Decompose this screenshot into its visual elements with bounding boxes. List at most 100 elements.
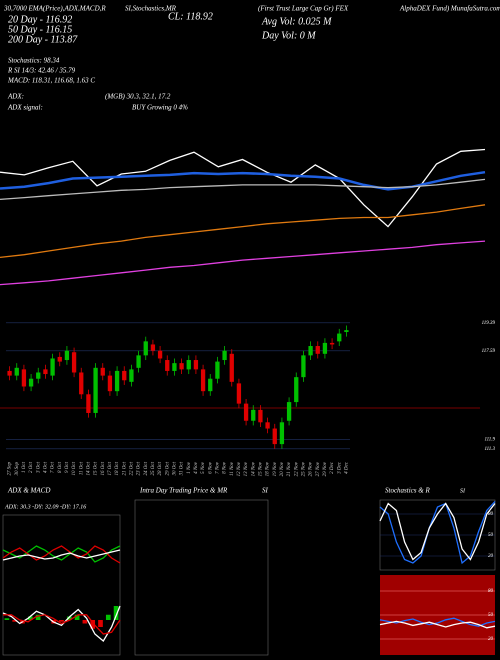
y-tick-label: 111.9 <box>484 438 495 443</box>
candle-body <box>322 342 328 354</box>
series-line <box>0 148 486 228</box>
series-line <box>379 502 496 561</box>
x-tick-label: 4 Oct <box>44 461 49 473</box>
candle-body <box>50 358 55 376</box>
candle-body <box>79 372 84 395</box>
x-tick-label: 14 Oct <box>87 461 92 475</box>
x-tick-label: 14 Nov <box>251 461 256 476</box>
adx-label: ADX: <box>7 93 24 101</box>
rsi: R SI 14/3: 42.46 / 35.79 <box>7 67 76 75</box>
candle-body <box>7 370 12 376</box>
x-tick-label: 15 Oct <box>94 461 99 475</box>
candle-body <box>337 333 342 342</box>
y-tick-label: 80 <box>488 512 494 517</box>
x-tick-label: 7 Oct <box>51 461 56 473</box>
x-tick-label: 29 Nov <box>323 461 328 476</box>
series-line <box>2 549 121 561</box>
histogram-bar <box>113 606 119 620</box>
candle-body <box>14 367 19 376</box>
x-tick-label: 12 Nov <box>237 461 242 476</box>
candle-body <box>136 355 141 368</box>
x-tick-label: 27 Nov <box>316 461 321 476</box>
series-line <box>0 204 486 259</box>
intraday-frame <box>134 499 269 656</box>
candle-body <box>200 369 206 392</box>
candle-body <box>301 355 306 378</box>
x-tick-label: 9 Oct <box>65 461 70 473</box>
candle-body <box>251 409 256 421</box>
candle-body <box>165 360 170 371</box>
candle-body <box>107 375 113 392</box>
candle-body <box>329 342 335 345</box>
candle-body <box>215 361 220 379</box>
candle-body <box>186 360 191 370</box>
x-tick-label: 1 Oct <box>22 461 27 473</box>
candle-body <box>286 402 292 421</box>
histogram-bar <box>35 614 41 620</box>
candle-body <box>294 377 299 403</box>
candle-body <box>122 370 127 381</box>
x-tick-label: 26 Nov <box>309 461 314 476</box>
x-tick-label: 24 Oct <box>144 461 149 475</box>
series-line <box>2 605 121 642</box>
histogram-bar <box>90 620 96 629</box>
x-tick-label: 21 Oct <box>122 461 127 475</box>
candle-body <box>236 383 242 404</box>
site: AlphaDEX Fund) MunafaSutra.com <box>399 5 500 13</box>
candle-body <box>157 350 163 359</box>
close-price: CL: 118.92 <box>168 11 213 22</box>
x-tick-label: 6 Nov <box>208 461 213 474</box>
intraday-si: SI <box>262 487 269 495</box>
macd: MACD: 118.31, 116.68, 1.63 C <box>7 77 95 85</box>
company: (First Trust Large Cap Gr) FEX <box>258 5 349 13</box>
candle-body <box>193 360 199 370</box>
panel-subtitle: ADX: 30.3 -DY: 32.09 -DY: 17.16 <box>4 504 86 510</box>
x-tick-label: 5 Nov <box>201 461 206 474</box>
y-tick-label: 117.59 <box>482 349 496 354</box>
histogram-bar <box>12 620 18 622</box>
candle-body <box>71 352 77 373</box>
candle-body <box>208 378 213 392</box>
histogram-bar <box>105 614 111 620</box>
series-line <box>3 614 121 635</box>
x-tick-label: 30 Oct <box>173 461 178 475</box>
adx-signal: BUY Growing 0 4% <box>132 104 188 112</box>
adx-signal-label: ADX signal: <box>7 104 43 112</box>
adx-values: (MGB) 30.3, 32.1, 17.2 <box>105 93 171 101</box>
candle-body <box>93 367 98 413</box>
candle-body <box>36 372 41 379</box>
candle-body <box>222 350 227 361</box>
x-tick-label: 8 Oct <box>58 461 63 473</box>
candle-body <box>172 363 177 371</box>
panel-subtitle: SI <box>460 488 466 494</box>
x-tick-label: 10 Oct <box>72 461 77 475</box>
legend-entry: 50 Day - 116.15 <box>8 24 72 35</box>
candle-body <box>279 422 285 445</box>
panel-title: ADX & MACD <box>7 487 50 495</box>
x-tick-label: 15 Nov <box>259 461 264 476</box>
x-tick-label: 1 Nov <box>187 461 192 474</box>
histogram-bar <box>59 620 64 622</box>
x-tick-label: 13 Nov <box>244 461 249 476</box>
series-line <box>379 500 496 565</box>
histogram-bar <box>66 616 72 620</box>
candle-body <box>179 363 184 370</box>
x-tick-label: 11 Oct <box>79 461 84 475</box>
legend-entry: 20 Day - 116.92 <box>8 14 72 25</box>
x-tick-label: 27 Sep <box>8 462 13 476</box>
x-tick-label: 18 Oct <box>115 461 120 475</box>
x-tick-label: 16 Oct <box>101 461 106 475</box>
candle-body <box>229 353 234 382</box>
candle-body <box>43 369 48 375</box>
candle-body <box>86 394 91 413</box>
x-tick-label: 4 Nov <box>194 461 199 474</box>
histogram-bar <box>82 620 88 624</box>
candle-body <box>315 346 320 354</box>
x-tick-label: 31 Oct <box>180 461 185 475</box>
x-tick-label: 25 Nov <box>302 461 307 476</box>
y-tick-label: 119.39 <box>482 321 496 326</box>
x-tick-label: 7 Nov <box>216 461 221 474</box>
